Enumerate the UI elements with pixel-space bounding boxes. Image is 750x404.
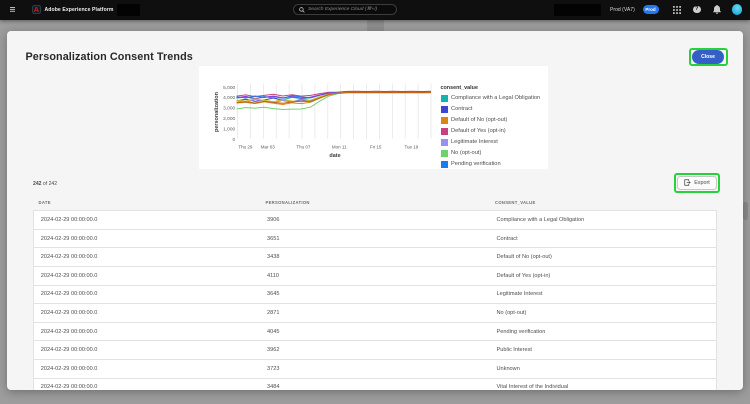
svg-text:Thu 29: Thu 29 xyxy=(238,145,253,150)
svg-text:Fri 15: Fri 15 xyxy=(370,145,382,150)
svg-text:3,000: 3,000 xyxy=(223,106,235,112)
svg-text:Tue 19: Tue 19 xyxy=(404,145,418,150)
svg-text:5,000: 5,000 xyxy=(223,85,235,91)
svg-text:1,000: 1,000 xyxy=(223,126,235,132)
svg-text:Mar 03: Mar 03 xyxy=(261,145,276,150)
svg-text:Thu 07: Thu 07 xyxy=(296,145,311,150)
svg-text:date: date xyxy=(329,153,340,159)
svg-text:Mon 11: Mon 11 xyxy=(332,145,347,150)
svg-text:personalization: personalization xyxy=(214,92,220,132)
svg-text:2,000: 2,000 xyxy=(223,116,235,122)
svg-text:4,000: 4,000 xyxy=(223,95,235,101)
svg-text:0: 0 xyxy=(233,137,236,143)
